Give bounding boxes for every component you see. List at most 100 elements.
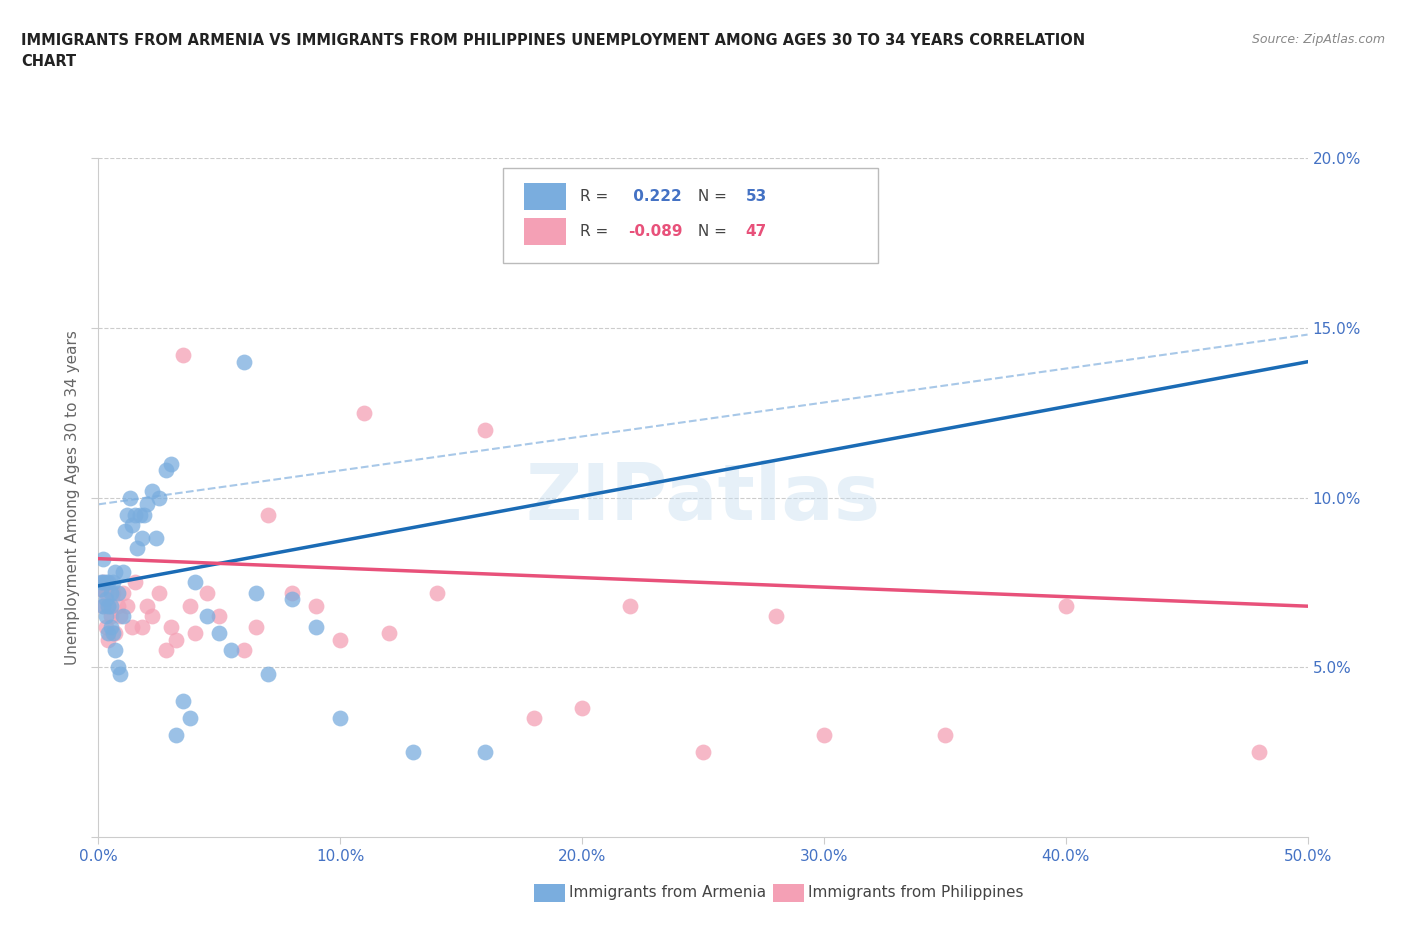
Point [104,643,127,658]
Point [523,711,546,725]
Point [245,619,267,634]
Point [111,585,134,600]
Point [232,354,254,369]
Point [179,711,201,725]
Point [571,700,593,715]
Point [329,711,352,725]
Point [124,575,146,590]
Text: 0.222: 0.222 [628,190,682,205]
Point [91,599,114,614]
Point [934,727,956,742]
Point [131,531,153,546]
Point [91,575,114,590]
Point [135,497,157,512]
Point [208,609,231,624]
Point [124,507,146,522]
Point [221,643,243,658]
Point [108,609,131,624]
Point [765,609,787,624]
Point [141,484,163,498]
Text: CHART: CHART [21,54,76,69]
Point [117,507,139,522]
Point [127,541,149,556]
Point [184,626,207,641]
Point [117,599,139,614]
Point [91,599,114,614]
FancyBboxPatch shape [503,168,879,263]
Text: R =: R = [579,224,607,239]
Bar [524,218,567,245]
Point [195,585,218,600]
Point [100,585,122,600]
Text: -0.089: -0.089 [628,224,682,239]
Point [474,745,496,760]
Point [97,599,120,614]
Point [101,626,124,641]
Point [329,632,352,647]
Point [155,643,177,658]
Point [94,585,117,600]
Point [195,609,218,624]
Point [165,727,187,742]
Point [118,490,141,505]
Point [97,626,120,641]
Point [426,585,449,600]
Point [100,609,122,624]
Point [135,599,157,614]
Point [160,457,183,472]
Point [474,422,496,437]
Point [108,667,131,682]
Point [148,585,170,600]
Point [256,667,278,682]
Text: ZIPatlas: ZIPatlas [526,459,880,536]
Point [107,660,129,675]
Point [91,575,114,590]
Point [100,619,122,634]
Point [97,632,120,647]
Point [111,565,134,579]
Point [90,582,112,597]
Point [111,609,134,624]
Bar [524,183,567,210]
Point [97,599,120,614]
Point [94,619,117,634]
Point [131,619,153,634]
Point [208,626,231,641]
Point [90,575,112,590]
Y-axis label: Unemployment Among Ages 30 to 34 years: Unemployment Among Ages 30 to 34 years [65,330,80,665]
Point [245,585,267,600]
Point [305,619,328,634]
Point [100,599,122,614]
Point [179,599,201,614]
Point [97,575,120,590]
Point [377,626,399,641]
Point [692,745,714,760]
Point [114,525,136,539]
Point [305,599,328,614]
Point [619,599,641,614]
Point [1054,599,1077,614]
Point [172,348,194,363]
Point [172,694,194,709]
Point [107,599,129,614]
Text: 47: 47 [745,224,766,239]
Text: IMMIGRANTS FROM ARMENIA VS IMMIGRANTS FROM PHILIPPINES UNEMPLOYMENT AMONG AGES 3: IMMIGRANTS FROM ARMENIA VS IMMIGRANTS FR… [21,33,1085,47]
Point [813,727,835,742]
Point [90,582,112,597]
Point [165,632,187,647]
Point [91,551,114,566]
Point [160,619,183,634]
Point [145,531,167,546]
Point [148,490,170,505]
Point [121,517,143,532]
Point [128,507,150,522]
Point [104,565,127,579]
Point [232,643,254,658]
Point [155,463,177,478]
Point [134,507,156,522]
Point [353,405,375,420]
Point [256,507,278,522]
Text: N =: N = [693,190,727,205]
Text: Source: ZipAtlas.com: Source: ZipAtlas.com [1251,33,1385,46]
Point [184,575,207,590]
